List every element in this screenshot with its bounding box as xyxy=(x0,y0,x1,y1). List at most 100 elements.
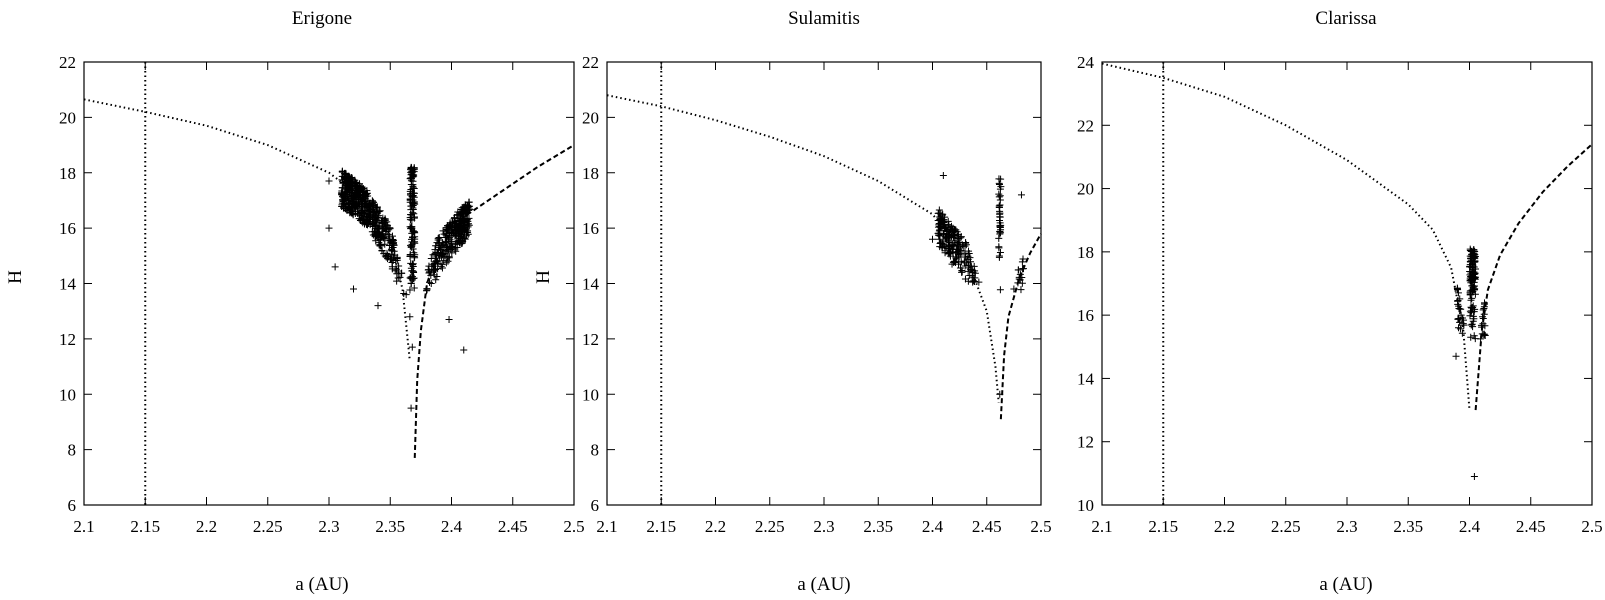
plot-frame xyxy=(1101,61,1593,506)
data-point xyxy=(465,203,473,211)
data-point xyxy=(1467,309,1475,317)
data-point xyxy=(1478,323,1486,331)
curves xyxy=(606,62,1042,505)
data-point xyxy=(344,179,352,187)
curves xyxy=(83,62,575,505)
data-point xyxy=(1454,286,1462,294)
data-point xyxy=(407,264,415,272)
y-tick-label: 14 xyxy=(59,275,77,294)
data-point xyxy=(996,185,1004,193)
data-point xyxy=(406,241,414,249)
data-point xyxy=(378,247,386,255)
data-point xyxy=(409,184,417,192)
data-point xyxy=(937,239,945,247)
data-point xyxy=(443,226,451,234)
data-point xyxy=(996,230,1004,238)
data-point xyxy=(373,213,381,221)
y-tick-label: 6 xyxy=(591,496,600,515)
data-point xyxy=(331,263,339,271)
data-point xyxy=(433,273,441,281)
data-point xyxy=(388,265,396,273)
data-point xyxy=(398,269,406,277)
data-point xyxy=(374,302,382,310)
data-point xyxy=(945,231,953,239)
data-point xyxy=(1479,306,1487,314)
data-point xyxy=(456,220,464,228)
data-point xyxy=(444,257,452,265)
y-tick-label: 8 xyxy=(68,441,77,460)
data-point xyxy=(945,250,953,258)
data-point xyxy=(965,261,973,269)
data-point xyxy=(1455,304,1463,312)
data-point xyxy=(431,250,439,258)
data-point xyxy=(969,268,977,276)
data-point xyxy=(353,187,361,195)
data-point xyxy=(338,184,346,192)
x-tick-label: 2.3 xyxy=(1336,517,1357,536)
data-point xyxy=(388,259,396,267)
data-point xyxy=(407,225,415,233)
y-tick-label: 16 xyxy=(59,219,76,238)
data-point xyxy=(406,252,414,260)
data-point xyxy=(1470,473,1478,481)
data-point xyxy=(381,252,389,260)
data-point xyxy=(452,247,460,255)
y-tick-label: 12 xyxy=(1077,433,1094,452)
y-tick-label: 10 xyxy=(1077,496,1094,515)
data-point xyxy=(432,242,440,250)
data-point xyxy=(395,262,403,270)
data-point xyxy=(364,217,372,225)
data-point xyxy=(995,243,1003,251)
data-point xyxy=(450,214,458,222)
x-tick-label: 2.15 xyxy=(130,517,160,536)
data-point xyxy=(372,237,380,245)
panel-title: Sulamitis xyxy=(788,8,860,29)
panel-clarissa: Clarissa a (AU) 2.1 2.15 2.2 2.25 2.3 2.35 2.4… xyxy=(1077,8,1603,595)
data-point xyxy=(444,222,452,230)
data-point xyxy=(951,231,959,239)
data-point xyxy=(1467,321,1475,329)
y-tick-label: 20 xyxy=(1077,180,1094,199)
data-point xyxy=(355,199,363,207)
data-point xyxy=(433,248,441,256)
y-tick-label: 16 xyxy=(582,219,599,238)
data-point xyxy=(995,234,1003,242)
data-point xyxy=(952,226,960,234)
data-point xyxy=(408,167,416,175)
data-point xyxy=(954,251,962,259)
data-point xyxy=(955,238,963,246)
data-point xyxy=(455,239,463,247)
data-point xyxy=(396,273,404,281)
data-point xyxy=(1457,311,1465,319)
data-point xyxy=(406,313,414,321)
data-point xyxy=(1468,304,1476,312)
y-tick-label: 8 xyxy=(591,441,600,460)
x-tick-label: 2.1 xyxy=(73,517,94,536)
left-boundary-curve xyxy=(1101,62,1471,411)
data-point xyxy=(347,194,355,202)
data-point xyxy=(460,346,468,354)
data-point xyxy=(1018,258,1026,266)
right-boundary-curve xyxy=(999,233,1042,420)
data-point xyxy=(449,244,457,252)
y-tick-label: 20 xyxy=(582,108,599,127)
data-point xyxy=(1014,266,1022,274)
data-point xyxy=(935,235,943,243)
x-tick-label: 2.2 xyxy=(705,517,726,536)
data-point xyxy=(424,266,432,274)
data-point xyxy=(338,176,346,184)
data-point xyxy=(406,187,414,195)
data-point xyxy=(966,272,974,280)
data-point xyxy=(1019,255,1027,263)
data-point xyxy=(438,239,446,247)
data-point xyxy=(402,291,410,299)
data-point xyxy=(461,228,469,236)
data-point xyxy=(955,260,963,268)
data-point xyxy=(1017,191,1025,199)
data-point xyxy=(964,267,972,275)
x-tick-label: 2.2 xyxy=(196,517,217,536)
data-point xyxy=(464,230,472,238)
data-point xyxy=(361,220,369,228)
data-point xyxy=(410,189,418,197)
data-point xyxy=(439,246,447,254)
